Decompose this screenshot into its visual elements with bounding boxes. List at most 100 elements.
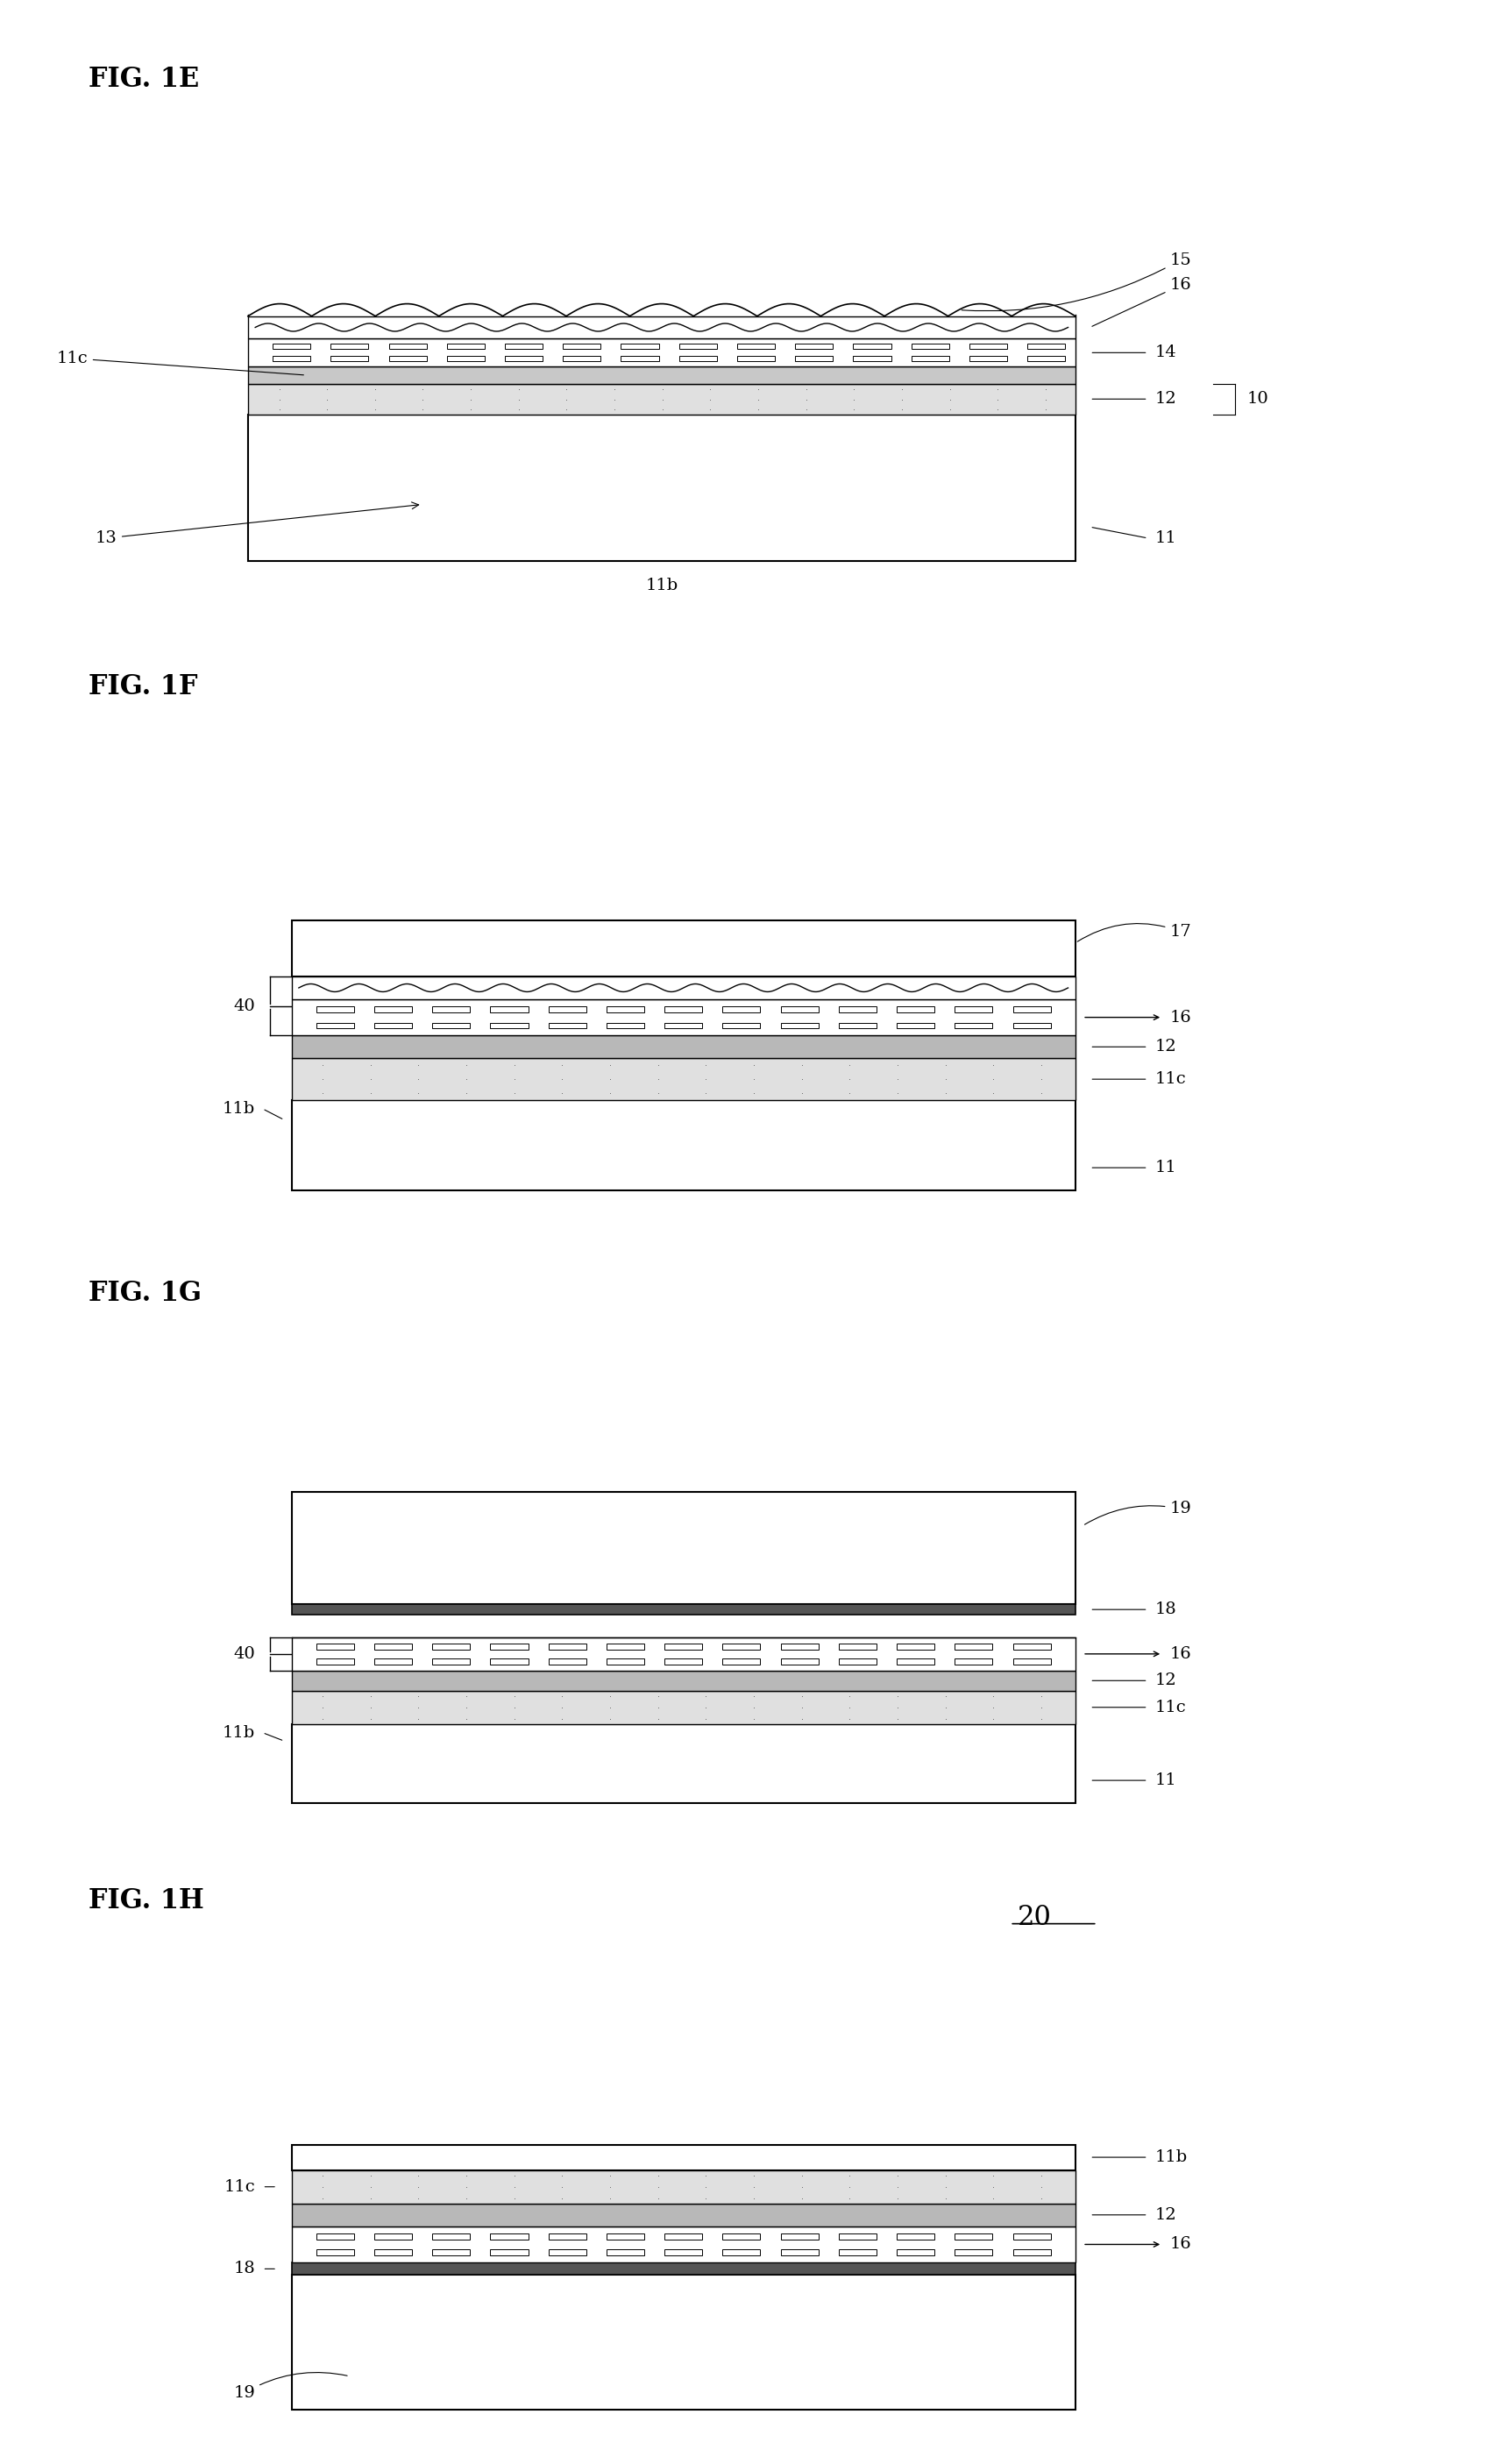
Point — [407, 1676, 431, 1715]
Bar — [912, 344, 950, 349]
Point — [502, 1074, 526, 1113]
Bar — [292, 1725, 1075, 1803]
Point — [454, 1688, 478, 1727]
Point — [646, 2155, 670, 2194]
Point — [694, 1059, 718, 1098]
Point — [646, 2167, 670, 2206]
Point — [789, 2167, 813, 2206]
Point — [742, 2167, 767, 2206]
Point — [407, 2167, 431, 2206]
Point — [358, 1688, 383, 1727]
Point — [933, 1688, 957, 1727]
Bar — [432, 1007, 470, 1012]
Point — [886, 1676, 910, 1715]
Bar — [723, 1658, 761, 1663]
Text: 11c: 11c — [57, 351, 304, 376]
Point — [599, 2155, 623, 2194]
Bar — [389, 344, 426, 349]
Bar — [292, 2226, 1075, 2263]
Point — [789, 2179, 813, 2219]
Point — [1030, 2179, 1054, 2219]
Bar — [292, 1034, 1075, 1059]
Point — [789, 2155, 813, 2194]
Point — [794, 391, 818, 430]
Point — [646, 1698, 670, 1737]
Point — [599, 1074, 623, 1113]
Point — [602, 391, 626, 430]
Point — [933, 1047, 957, 1086]
Point — [407, 1698, 431, 1737]
Point — [507, 381, 531, 420]
Bar — [912, 356, 950, 361]
Point — [358, 1698, 383, 1737]
Text: 18: 18 — [1155, 1602, 1176, 1617]
Bar — [292, 1636, 1075, 1671]
Text: 13: 13 — [95, 501, 419, 545]
Bar — [897, 1022, 934, 1027]
Bar — [969, 356, 1007, 361]
Point — [1034, 381, 1058, 420]
Point — [1030, 1698, 1054, 1737]
Bar — [490, 2251, 528, 2256]
Bar — [248, 339, 1075, 366]
Point — [933, 2155, 957, 2194]
Bar — [665, 2233, 702, 2238]
Point — [838, 1676, 862, 1715]
Point — [745, 381, 770, 420]
Point — [986, 391, 1010, 430]
Bar — [316, 1007, 354, 1012]
Bar — [292, 2145, 1075, 2170]
Point — [502, 1676, 526, 1715]
Text: 10: 10 — [1246, 391, 1269, 408]
Point — [650, 369, 674, 408]
Point — [1030, 1688, 1054, 1727]
Point — [742, 1676, 767, 1715]
Point — [555, 381, 579, 420]
Point — [358, 1059, 383, 1098]
Point — [599, 2179, 623, 2219]
Bar — [490, 1007, 528, 1012]
Bar — [969, 344, 1007, 349]
Point — [933, 2179, 957, 2219]
Bar — [549, 1644, 587, 1649]
Point — [981, 2167, 1005, 2206]
Bar — [897, 1007, 934, 1012]
Bar — [897, 2251, 934, 2256]
Point — [358, 2167, 383, 2206]
Point — [981, 1698, 1005, 1737]
Bar — [375, 1007, 411, 1012]
Point — [742, 1074, 767, 1113]
Point — [694, 1047, 718, 1086]
Bar — [375, 1658, 411, 1663]
Bar — [292, 2170, 1075, 2204]
Bar — [292, 1491, 1075, 1604]
Point — [694, 1698, 718, 1737]
Point — [699, 381, 723, 420]
Bar — [292, 2275, 1075, 2410]
Point — [358, 1676, 383, 1715]
Bar — [490, 1644, 528, 1649]
Text: 11: 11 — [1155, 531, 1176, 545]
Point — [933, 1698, 957, 1737]
Point — [933, 2167, 957, 2206]
Text: 12: 12 — [1155, 1673, 1176, 1688]
Point — [550, 2179, 575, 2219]
Point — [454, 2179, 478, 2219]
Bar — [316, 2233, 354, 2238]
Text: 11b: 11b — [1155, 2150, 1188, 2165]
Point — [646, 1676, 670, 1715]
Point — [838, 1074, 862, 1113]
Point — [599, 1047, 623, 1086]
Bar — [956, 2251, 992, 2256]
Point — [694, 1676, 718, 1715]
Bar — [679, 344, 717, 349]
Text: FIG. 1G: FIG. 1G — [88, 1280, 201, 1307]
Bar — [621, 344, 659, 349]
Point — [268, 381, 292, 420]
Bar — [248, 317, 1075, 339]
Bar — [723, 1007, 761, 1012]
Point — [694, 2167, 718, 2206]
Point — [789, 1059, 813, 1098]
Point — [745, 391, 770, 430]
Point — [507, 369, 531, 408]
